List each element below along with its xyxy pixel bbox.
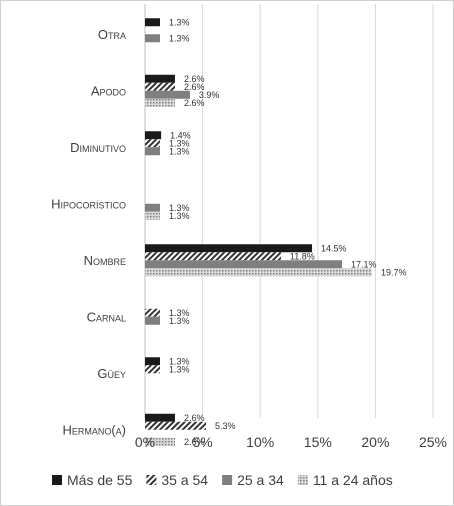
legend-label: 25 a 34 [237,472,284,488]
bar [145,357,160,366]
bar [145,139,160,148]
bar [145,252,281,261]
category-labels: Otra Apodo Diminutivo Hipocorístico Nombre Ca… [51,27,126,438]
data-label: 2.6% [184,437,205,447]
bar [145,413,175,422]
bar [145,18,160,27]
bar [145,244,313,253]
category-label: Apodo [91,83,126,98]
bar [145,34,160,43]
legend-swatch [52,475,62,485]
x-tick-label: 25% [419,434,447,450]
legend-swatch [222,475,233,485]
data-label: 1.3% [169,203,190,213]
x-tick-label: 5% [192,434,212,450]
data-label: 1.3% [169,33,190,43]
x-tick-label: 15% [304,434,332,450]
data-label: 2.6% [184,82,205,92]
data-label: 19.7% [381,267,407,277]
legend-label: 11 a 24 años [313,472,393,488]
category-label: Güey [97,366,126,381]
data-label: 1.4% [170,130,191,140]
bar [145,308,160,317]
data-label: 1.3% [169,138,190,148]
bar [145,90,190,99]
data-label: 11.8% [290,251,315,261]
data-label: 3.9% [199,90,220,100]
bar [145,203,160,212]
legend-swatch [297,475,308,485]
bar [145,316,160,325]
bar [145,211,160,220]
bar [145,437,175,446]
data-label: 1.3% [169,17,190,27]
data-label: 2.6% [184,98,205,108]
x-tick-labels: 0% 5% 10% 15% 20% 25% [135,434,447,450]
data-label: 2.6% [184,413,205,423]
data-label: 2.6% [184,74,205,84]
legend-label: 35 a 54 [161,472,208,488]
bar [145,421,207,430]
category-label: Hipocorístico [51,196,126,211]
category-label: Otra [98,27,126,42]
bar [145,82,175,91]
data-label: 1.3% [169,308,190,318]
data-label: 17.1% [351,259,377,269]
data-label: 1.3% [169,146,190,156]
data-label: 1.3% [169,316,190,326]
bar [145,74,175,83]
bars [145,18,372,446]
legend-label: Más de 55 [67,472,133,488]
bar [145,365,160,374]
gridlines [144,4,434,418]
data-labels: 1.3%1.3%2.6%2.6%3.9%2.6%1.4%1.3%1.3%1.3%… [169,17,406,447]
category-label: Diminutivo [70,140,126,155]
data-label: 5.3% [215,421,236,431]
bar [145,98,175,107]
data-label: 1.3% [169,356,190,366]
bar [145,268,372,277]
bar [145,260,342,269]
x-tick-label: 0% [135,434,155,450]
category-label: Nombre [84,253,126,268]
bar [145,147,160,156]
data-label: 1.3% [169,211,190,221]
x-tick-label: 20% [361,434,389,450]
legend: Más de 55 35 a 54 25 a 34 11 a 24 años [52,472,393,488]
bar [145,131,162,140]
data-label: 1.3% [169,364,190,374]
category-label: Hermano(a) [62,422,126,437]
data-label: 14.5% [321,243,347,253]
category-label: Carnal [87,309,126,324]
legend-swatch [146,475,157,485]
x-tick-label: 10% [246,434,274,450]
